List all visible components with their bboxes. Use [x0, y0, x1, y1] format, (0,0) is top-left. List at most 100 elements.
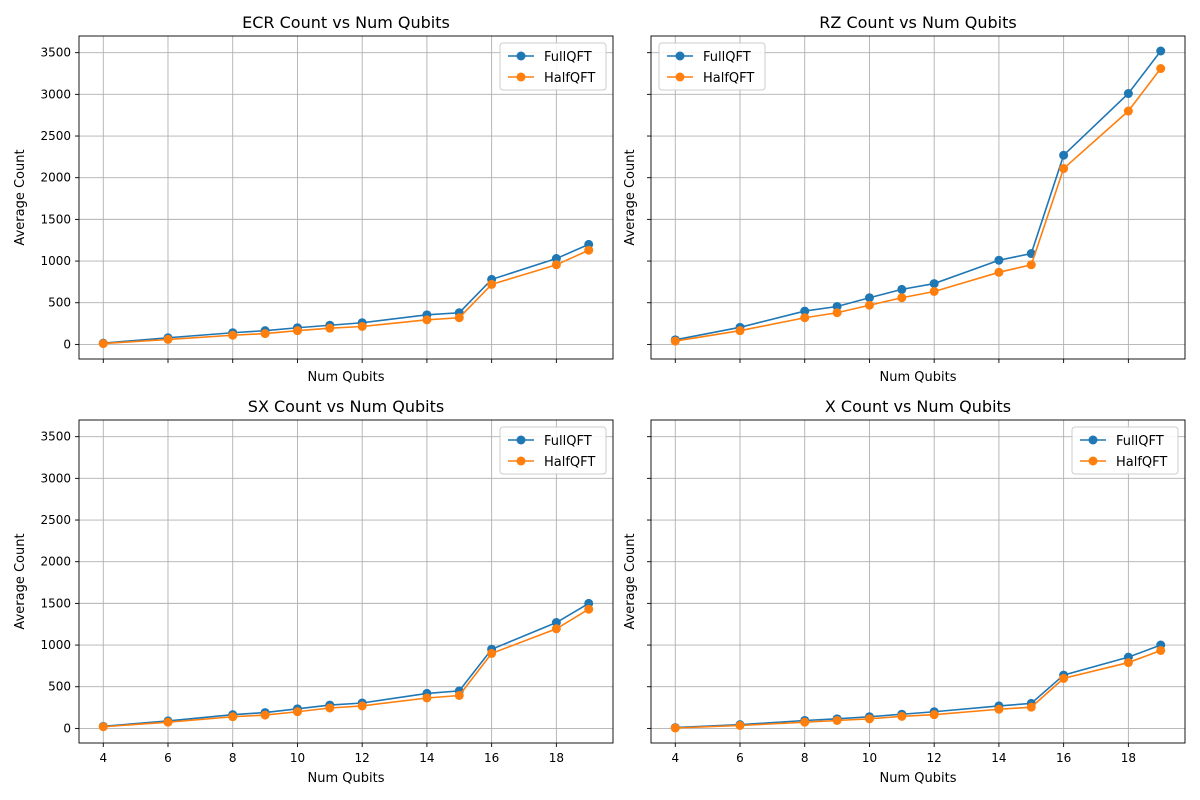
- data-point-halfqft: [1123, 106, 1133, 116]
- data-point-fullqft: [832, 301, 842, 311]
- y-axis-label: Average Count: [13, 533, 28, 629]
- data-point-halfqft: [864, 714, 874, 724]
- data-point-fullqft: [551, 618, 561, 628]
- data-point-halfqft: [1026, 260, 1036, 270]
- x-tick-label: 6: [164, 751, 172, 765]
- series-line-halfqft: [675, 68, 1162, 342]
- data-point-halfqft: [422, 693, 432, 703]
- data-point-halfqft: [1059, 164, 1069, 174]
- data-point-halfqft: [228, 330, 238, 340]
- x-tick-label: 16: [484, 751, 499, 765]
- y-tick-label: 3500: [40, 430, 71, 444]
- x-axis-label: Num Qubits: [308, 771, 385, 786]
- data-point-fullqft: [929, 279, 939, 289]
- data-point-halfqft: [487, 279, 497, 289]
- x-axis-label: Num Qubits: [880, 771, 957, 786]
- data-point-halfqft: [98, 722, 108, 732]
- data-point-fullqft: [897, 284, 907, 294]
- data-point-halfqft: [584, 604, 594, 614]
- chart-title: RZ Count vs Num Qubits: [819, 13, 1016, 32]
- data-point-halfqft: [163, 717, 173, 727]
- legend-marker-halfqft: [516, 72, 526, 82]
- data-point-halfqft: [1156, 645, 1166, 655]
- y-tick-label: 1500: [40, 596, 71, 610]
- legend-label-fullqft: FullQFT: [703, 50, 751, 65]
- axes-frame: [650, 419, 1186, 744]
- x-tick-label: 10: [290, 751, 305, 765]
- data-point-halfqft: [929, 710, 939, 720]
- legend-marker-fullqft: [516, 51, 526, 61]
- data-point-fullqft: [551, 254, 561, 264]
- legend-marker-halfqft: [675, 72, 685, 82]
- data-point-fullqft: [994, 255, 1004, 265]
- x-tick-label: 12: [355, 751, 370, 765]
- axes-frame: [650, 35, 1186, 360]
- data-point-halfqft: [800, 313, 810, 323]
- y-tick-label: 1000: [40, 638, 71, 652]
- data-point-halfqft: [422, 315, 432, 325]
- data-point-halfqft: [832, 308, 842, 318]
- x-tick-label: 18: [1121, 751, 1136, 765]
- data-point-fullqft: [1059, 150, 1069, 160]
- data-point-halfqft: [800, 717, 810, 727]
- data-point-halfqft: [454, 313, 464, 323]
- axes-frame: [78, 35, 614, 360]
- data-point-fullqft: [1156, 46, 1166, 56]
- data-point-halfqft: [551, 624, 561, 634]
- x-tick-label: 16: [1056, 751, 1071, 765]
- data-point-halfqft: [260, 329, 270, 339]
- legend-box: [1071, 426, 1179, 475]
- data-point-halfqft: [897, 293, 907, 303]
- data-point-halfqft: [897, 711, 907, 721]
- legend-marker-fullqft: [1088, 435, 1098, 445]
- x-tick-label: 8: [229, 751, 237, 765]
- data-point-halfqft: [929, 286, 939, 296]
- legend-marker-halfqft: [516, 456, 526, 466]
- data-point-halfqft: [584, 245, 594, 255]
- data-point-halfqft: [260, 710, 270, 720]
- data-point-halfqft: [228, 712, 238, 722]
- legend-label-halfqft: HalfQFT: [1116, 455, 1167, 470]
- y-tick-label: 2000: [40, 555, 71, 569]
- data-point-halfqft: [325, 703, 335, 713]
- series-line-halfqft: [103, 608, 590, 728]
- data-point-halfqft: [357, 321, 367, 331]
- y-tick-label: 1000: [40, 254, 71, 268]
- y-tick-label: 2500: [40, 513, 71, 527]
- data-point-halfqft: [454, 690, 464, 700]
- series-line-halfqft: [675, 649, 1162, 729]
- legend-label-halfqft: HalfQFT: [544, 71, 595, 86]
- series-line-fullqft: [675, 644, 1162, 729]
- series-line-fullqft: [103, 243, 590, 344]
- data-point-halfqft: [357, 701, 367, 711]
- data-point-halfqft: [163, 334, 173, 344]
- data-point-halfqft: [735, 720, 745, 730]
- legend-marker-fullqft: [516, 435, 526, 445]
- x-tick-label: 10: [862, 751, 877, 765]
- y-tick-label: 3500: [40, 46, 71, 60]
- x-axis-label: Num Qubits: [880, 370, 957, 385]
- x-axis-label: Num Qubits: [308, 370, 385, 385]
- legend-box: [499, 42, 607, 91]
- x-tick-label: 6: [736, 751, 744, 765]
- chart-panel-3: 4 6 8 10 12 14 16 18 0 500 1000 1500 2000 2500 3000 350…: [13, 397, 614, 786]
- data-point-fullqft: [864, 293, 874, 303]
- y-tick-label: 0: [63, 721, 71, 735]
- y-tick-label: 500: [48, 296, 71, 310]
- x-tick-label: 14: [991, 751, 1006, 765]
- legend-marker-halfqft: [1088, 456, 1098, 466]
- data-point-halfqft: [994, 267, 1004, 277]
- legend-label-halfqft: HalfQFT: [544, 455, 595, 470]
- y-tick-label: 3000: [40, 87, 71, 101]
- y-axis-label: Average Count: [13, 149, 28, 245]
- data-point-halfqft: [325, 323, 335, 333]
- data-point-halfqft: [864, 300, 874, 310]
- data-point-halfqft: [994, 704, 1004, 714]
- data-point-halfqft: [670, 723, 680, 733]
- x-tick-label: 14: [419, 751, 434, 765]
- chart-panel-4: 4 6 8 10 12 14 16 18 X Count vs Num Qubits Num Qu…: [623, 397, 1186, 786]
- data-point-halfqft: [292, 707, 302, 717]
- y-tick-label: 0: [63, 337, 71, 351]
- chart-title: X Count vs Num Qubits: [825, 397, 1011, 416]
